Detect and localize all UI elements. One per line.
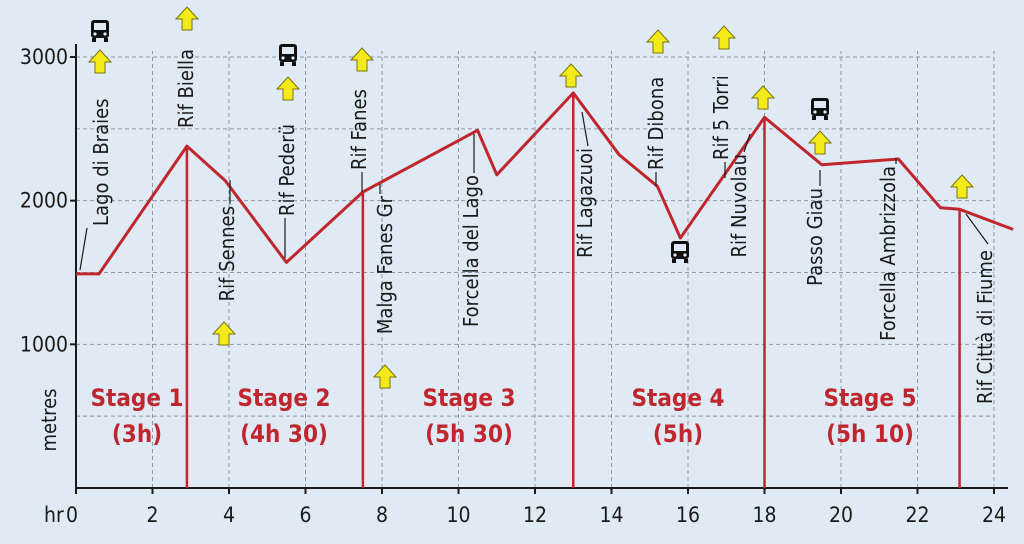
place-label: Rif Nuvolau: [727, 154, 751, 258]
arrow-up-icon: [711, 25, 737, 50]
place-label: Rif Lagazuoi: [573, 148, 597, 258]
x-tick-label: 2: [146, 503, 158, 527]
y-tick-label: 2000: [20, 189, 68, 213]
x-tick-label: 0: [66, 503, 78, 527]
place-label: Forcella Ambrizzola: [876, 166, 900, 341]
place-label: Rif 5 Torri: [709, 75, 733, 160]
place-label: Rif Sennes: [215, 206, 239, 301]
x-tick-label: 14: [599, 503, 623, 527]
place-leader-line: [743, 133, 751, 153]
place-label: Malga Fanes Gr: [373, 195, 397, 334]
place-label: Rif Dibona: [644, 77, 668, 170]
x-tick-label: 10: [446, 503, 470, 527]
stage-labels: Stage 1 (3h) Stage 2 (4h 30) Stage 3 (5h 30) S…: [90, 384, 916, 448]
place-label: Rif Pederü: [275, 124, 299, 216]
arrow-up-icon: [807, 130, 833, 155]
y-tick-label: 3000: [20, 45, 68, 69]
x-tick-label: 4: [223, 503, 235, 527]
x-tick-label: 6: [299, 503, 311, 527]
y-tick-label: 1000: [20, 332, 68, 356]
bus-icon: [91, 20, 109, 42]
x-tick-label: 22: [905, 503, 929, 527]
place-label: Lago di Braies: [89, 98, 113, 226]
axes: [70, 44, 1008, 494]
stage-label: Stage 4: [631, 384, 724, 412]
place-leader-line: [79, 227, 88, 271]
stage-duration: (5h 10): [826, 420, 914, 448]
x-axis-unit-label: hr: [44, 503, 64, 527]
elevation-line: [76, 91, 1014, 276]
arrow-up-icon: [558, 63, 584, 88]
place-leaders: [79, 111, 989, 271]
bus-icon: [671, 241, 689, 263]
arrow-up-icon: [275, 76, 301, 101]
stage-label: Stage 1: [90, 384, 183, 412]
arrow-up-icon: [87, 49, 113, 74]
x-tick-label: 20: [829, 503, 853, 527]
place-leader-line: [965, 213, 989, 245]
arrow-up-icon: [372, 364, 398, 389]
stage-duration: (4h 30): [240, 420, 328, 448]
arrow-up-icon: [349, 47, 375, 72]
bus-icon: [279, 44, 297, 66]
bus-icon: [811, 98, 829, 120]
arrow-up-icon: [211, 321, 237, 346]
arrow-up-icon: [949, 174, 975, 199]
place-labels: Lago di Braies Rif Biella Rif Sennes Rif Pe…: [89, 49, 997, 404]
stage-label: Stage 2: [237, 384, 330, 412]
place-label: Rif Biella: [174, 49, 198, 128]
x-tick-label: 24: [982, 503, 1006, 527]
place-icons: [87, 6, 975, 389]
stage-boundaries: [185, 92, 961, 488]
x-tick-label: 8: [376, 503, 388, 527]
place-leader-line: [581, 111, 589, 147]
tick-labels: hr 0 2 4 6 8 10 12 14 16 18 20 22 24100020003000metre…: [20, 45, 1006, 527]
place-label: Passo Giau: [803, 188, 827, 286]
arrow-up-icon: [174, 6, 200, 31]
arrow-up-icon: [750, 85, 776, 110]
place-label: Forcella del Lago: [459, 175, 483, 327]
stage-duration: (5h 30): [425, 420, 513, 448]
x-tick-label: 12: [523, 503, 547, 527]
elevation-series: [76, 91, 1014, 276]
arrow-up-icon: [645, 29, 671, 54]
stage-label: Stage 3: [422, 384, 515, 412]
stage-label: Stage 5: [823, 384, 916, 412]
y-axis-label: metres: [37, 388, 61, 451]
x-tick-label: 18: [752, 503, 776, 527]
stage-duration: (3h): [112, 420, 162, 448]
x-tick-label: 16: [676, 503, 700, 527]
stage-duration: (5h): [653, 420, 703, 448]
place-label: Rif Città di Fiume: [973, 250, 997, 404]
place-label: Rif Fanes: [347, 89, 371, 170]
